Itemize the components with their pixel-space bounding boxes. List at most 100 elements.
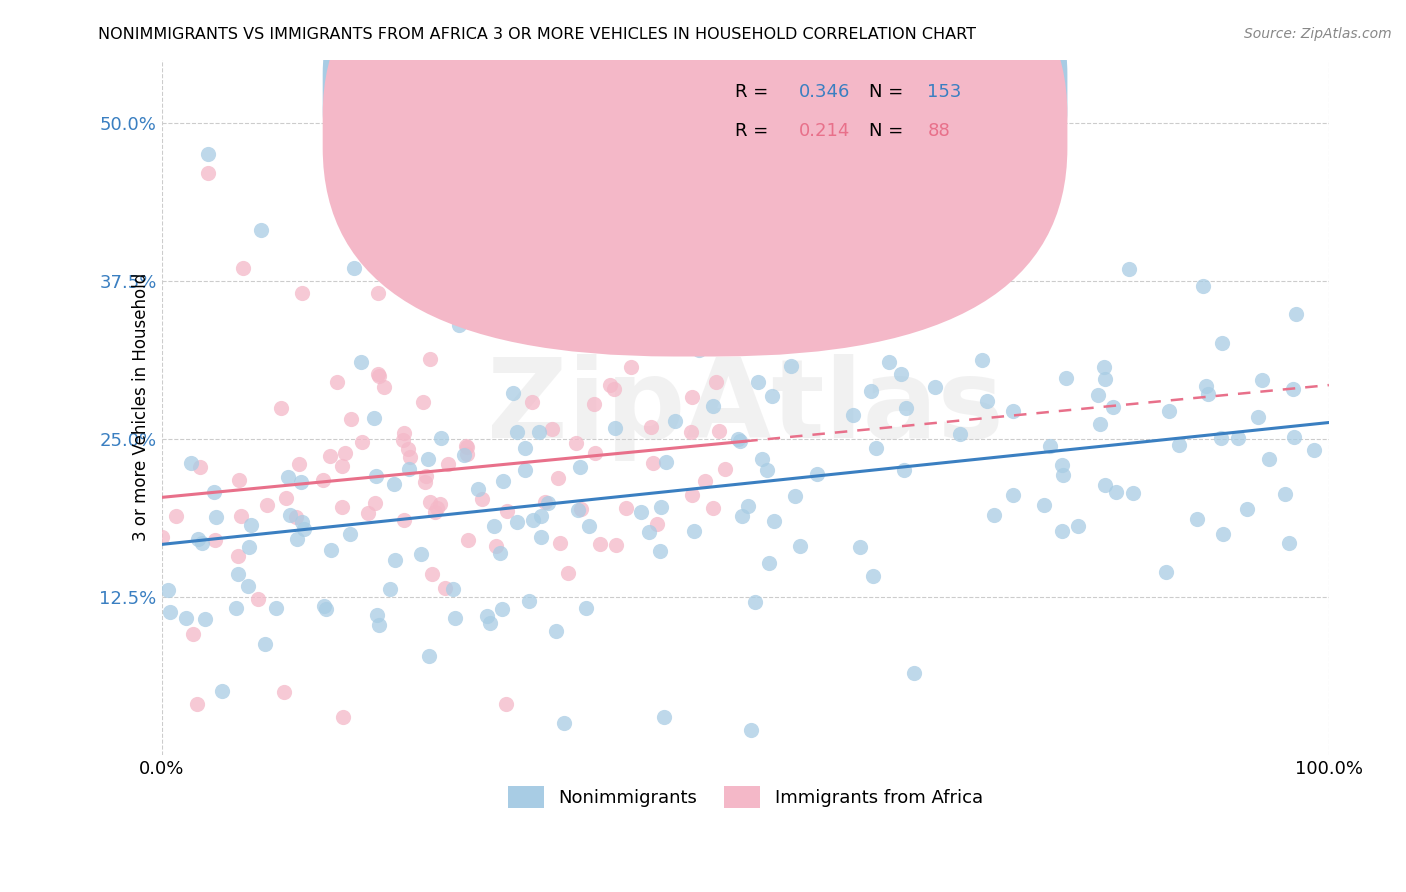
Point (728, 434, 751, 448)
Point (1050, 458, 1073, 472)
Point (652, 710, 675, 724)
Point (506, 425, 529, 439)
Point (426, 501, 449, 516)
Point (240, 517, 263, 532)
Point (1087, 387, 1109, 401)
Point (702, 399, 724, 413)
Point (548, 536, 571, 550)
Point (449, 318, 471, 332)
Point (1122, 486, 1144, 500)
Point (709, 424, 731, 438)
Point (1274, 487, 1296, 501)
Point (194, 612, 217, 626)
Text: N =: N = (869, 122, 908, 140)
Point (226, 549, 249, 563)
Point (588, 537, 610, 551)
Point (890, 368, 912, 382)
Point (488, 546, 510, 560)
Point (780, 359, 803, 373)
Point (1157, 404, 1180, 418)
Point (396, 442, 419, 456)
Point (273, 684, 295, 698)
Point (616, 501, 638, 516)
Point (471, 299, 494, 313)
Point (363, 411, 385, 425)
Point (367, 367, 389, 381)
Point (522, 513, 544, 527)
Point (392, 425, 415, 440)
Text: NONIMMIGRANTS VS IMMIGRANTS FROM AFRICA 3 OR MORE VEHICLES IN HOUSEHOLD CORRELAT: NONIMMIGRANTS VS IMMIGRANTS FROM AFRICA … (98, 27, 976, 42)
Point (367, 286, 389, 301)
Point (683, 524, 706, 538)
Point (478, 615, 501, 630)
Point (655, 455, 678, 469)
Point (437, 458, 460, 472)
Point (165, 509, 187, 524)
Point (211, 684, 233, 698)
Point (1251, 373, 1274, 387)
Point (793, 280, 815, 294)
Point (530, 509, 553, 524)
Point (506, 515, 529, 529)
Point (456, 440, 478, 454)
Point (599, 377, 621, 392)
Point (456, 439, 478, 453)
Point (1211, 335, 1233, 350)
Point (1118, 262, 1140, 277)
Point (430, 431, 453, 445)
Text: R =: R = (735, 83, 773, 101)
Point (756, 463, 779, 477)
Point (1192, 278, 1215, 293)
Point (352, 435, 374, 450)
Point (806, 467, 828, 481)
Point (714, 462, 737, 476)
Point (637, 524, 659, 539)
Point (285, 532, 308, 546)
Point (188, 460, 211, 475)
Point (688, 343, 710, 358)
Point (276, 491, 298, 505)
Point (236, 579, 259, 593)
Point (1302, 442, 1324, 457)
FancyBboxPatch shape (645, 60, 1008, 164)
Point (541, 422, 564, 436)
Point (319, 543, 342, 558)
Point (423, 505, 446, 519)
FancyBboxPatch shape (323, 0, 1067, 357)
Point (1067, 519, 1090, 533)
Point (391, 434, 413, 448)
Point (380, 582, 402, 596)
Point (515, 463, 537, 477)
Point (471, 492, 494, 507)
Point (314, 599, 336, 613)
Point (848, 541, 870, 555)
Point (339, 527, 361, 541)
Point (434, 581, 457, 595)
Point (373, 380, 395, 394)
Point (537, 496, 560, 510)
Point (152, 531, 174, 545)
Point (399, 450, 422, 464)
Point (1032, 499, 1054, 513)
Point (893, 463, 915, 477)
Point (557, 566, 579, 581)
Point (415, 475, 437, 490)
Point (277, 470, 299, 484)
Point (763, 514, 786, 528)
Text: 153: 153 (928, 83, 962, 101)
Point (983, 508, 1005, 523)
Point (485, 539, 508, 553)
Point (1197, 386, 1219, 401)
Point (398, 462, 420, 476)
Point (290, 516, 312, 530)
Point (264, 600, 287, 615)
Text: N =: N = (869, 83, 908, 101)
Point (681, 488, 703, 502)
Point (740, 723, 762, 737)
Point (650, 544, 672, 558)
Point (231, 508, 253, 523)
Point (250, 223, 273, 237)
Point (789, 539, 811, 553)
Point (650, 500, 672, 514)
Point (278, 508, 301, 522)
